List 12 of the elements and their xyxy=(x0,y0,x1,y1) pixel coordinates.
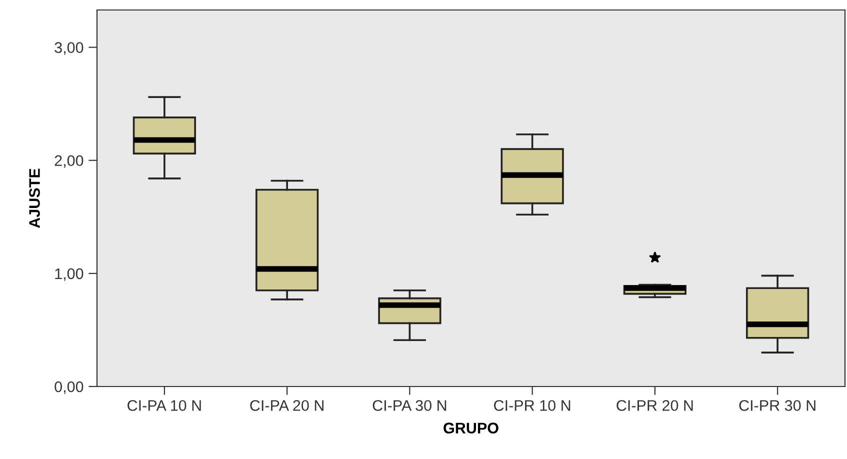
x-tick-label: CI-PR 20 N xyxy=(616,400,693,411)
x-tick-label: CI-PA 30 N xyxy=(372,400,446,411)
y-axis-title: AJUSTE xyxy=(29,168,40,228)
x-axis-title: GRUPO xyxy=(444,422,498,434)
x-tick-label: CI-PA 20 N xyxy=(250,400,324,411)
x-tick-label: CI-PA 10 N xyxy=(128,400,201,411)
y-tick-label: 1,00 xyxy=(55,268,84,281)
x-tick-label: CI-PR 30 N xyxy=(739,400,816,411)
y-tick-label: 2,00 xyxy=(54,155,84,168)
y-tick-label: 0,00 xyxy=(54,381,84,394)
y-tick-label: 3,00 xyxy=(54,42,84,55)
x-tick-label: CI-PR 10 N xyxy=(494,400,570,411)
